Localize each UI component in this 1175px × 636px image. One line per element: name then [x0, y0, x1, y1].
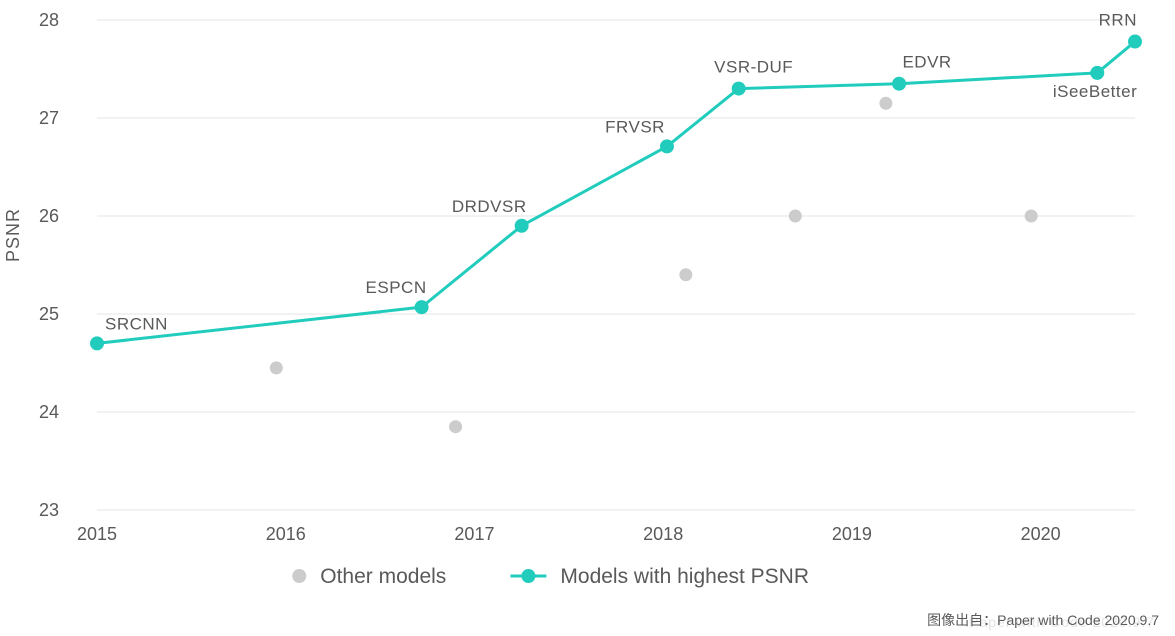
data-point-highest-psnr: [660, 139, 674, 153]
data-point-other-models: [1025, 210, 1038, 223]
data-point-highest-psnr: [892, 77, 906, 91]
y-tick-label: 27: [39, 108, 59, 128]
x-tick-label: 2017: [454, 524, 494, 544]
x-tick-label: 2019: [832, 524, 872, 544]
data-point-label: VSR-DUF: [714, 58, 793, 77]
data-point-highest-psnr: [1090, 66, 1104, 80]
y-tick-label: 24: [39, 402, 59, 422]
x-tick-label: 2015: [77, 524, 117, 544]
data-point-highest-psnr: [732, 82, 746, 96]
y-tick-label: 28: [39, 10, 59, 30]
data-point-other-models: [270, 361, 283, 374]
series-line-highest-psnr: [97, 42, 1135, 344]
legend-label: Other models: [320, 565, 446, 588]
legend-swatch-marker: [521, 569, 535, 583]
y-axis-title: PSNR: [3, 208, 23, 262]
y-tick-label: 25: [39, 304, 59, 324]
data-point-highest-psnr: [515, 219, 529, 233]
legend-swatch-marker: [292, 569, 306, 583]
psnr-chart: 23 24 25 26 27 28 2015 2016 2017 2018 2019 2020 PSNR…: [0, 0, 1175, 636]
data-point-highest-psnr: [90, 336, 104, 350]
y-tick-label: 23: [39, 500, 59, 520]
data-point-label: iSeeBetter: [1053, 82, 1137, 101]
chart-container: 23 24 25 26 27 28 2015 2016 2017 2018 2019 2020 PSNR…: [0, 0, 1175, 636]
x-tick-label: 2016: [266, 524, 306, 544]
legend-label: Models with highest PSNR: [560, 565, 809, 588]
x-tick-label: 2020: [1021, 524, 1061, 544]
data-point-label: EDVR: [902, 53, 951, 72]
legend: Other models Models with highest PSNR: [292, 565, 809, 588]
data-point-other-models: [449, 420, 462, 433]
data-point-highest-psnr: [1128, 35, 1142, 49]
data-point-other-models: [879, 97, 892, 110]
legend-item-highest-psnr: Models with highest PSNR: [510, 565, 809, 588]
data-point-highest-psnr: [415, 300, 429, 314]
data-point-other-models: [679, 268, 692, 281]
legend-item-other-models: Other models: [292, 565, 446, 588]
source-credit: 图像出自：Paper with Code 2020.9.7: [927, 610, 1159, 630]
data-point-label: SRCNN: [105, 314, 168, 333]
y-tick-label: 26: [39, 206, 59, 226]
x-tick-label: 2018: [643, 524, 683, 544]
data-point-label: ESPCN: [366, 278, 427, 297]
data-point-other-models: [789, 210, 802, 223]
data-point-label: RRN: [1099, 11, 1137, 30]
data-point-label: FRVSR: [605, 117, 665, 136]
data-point-label: DRDVSR: [452, 197, 527, 216]
